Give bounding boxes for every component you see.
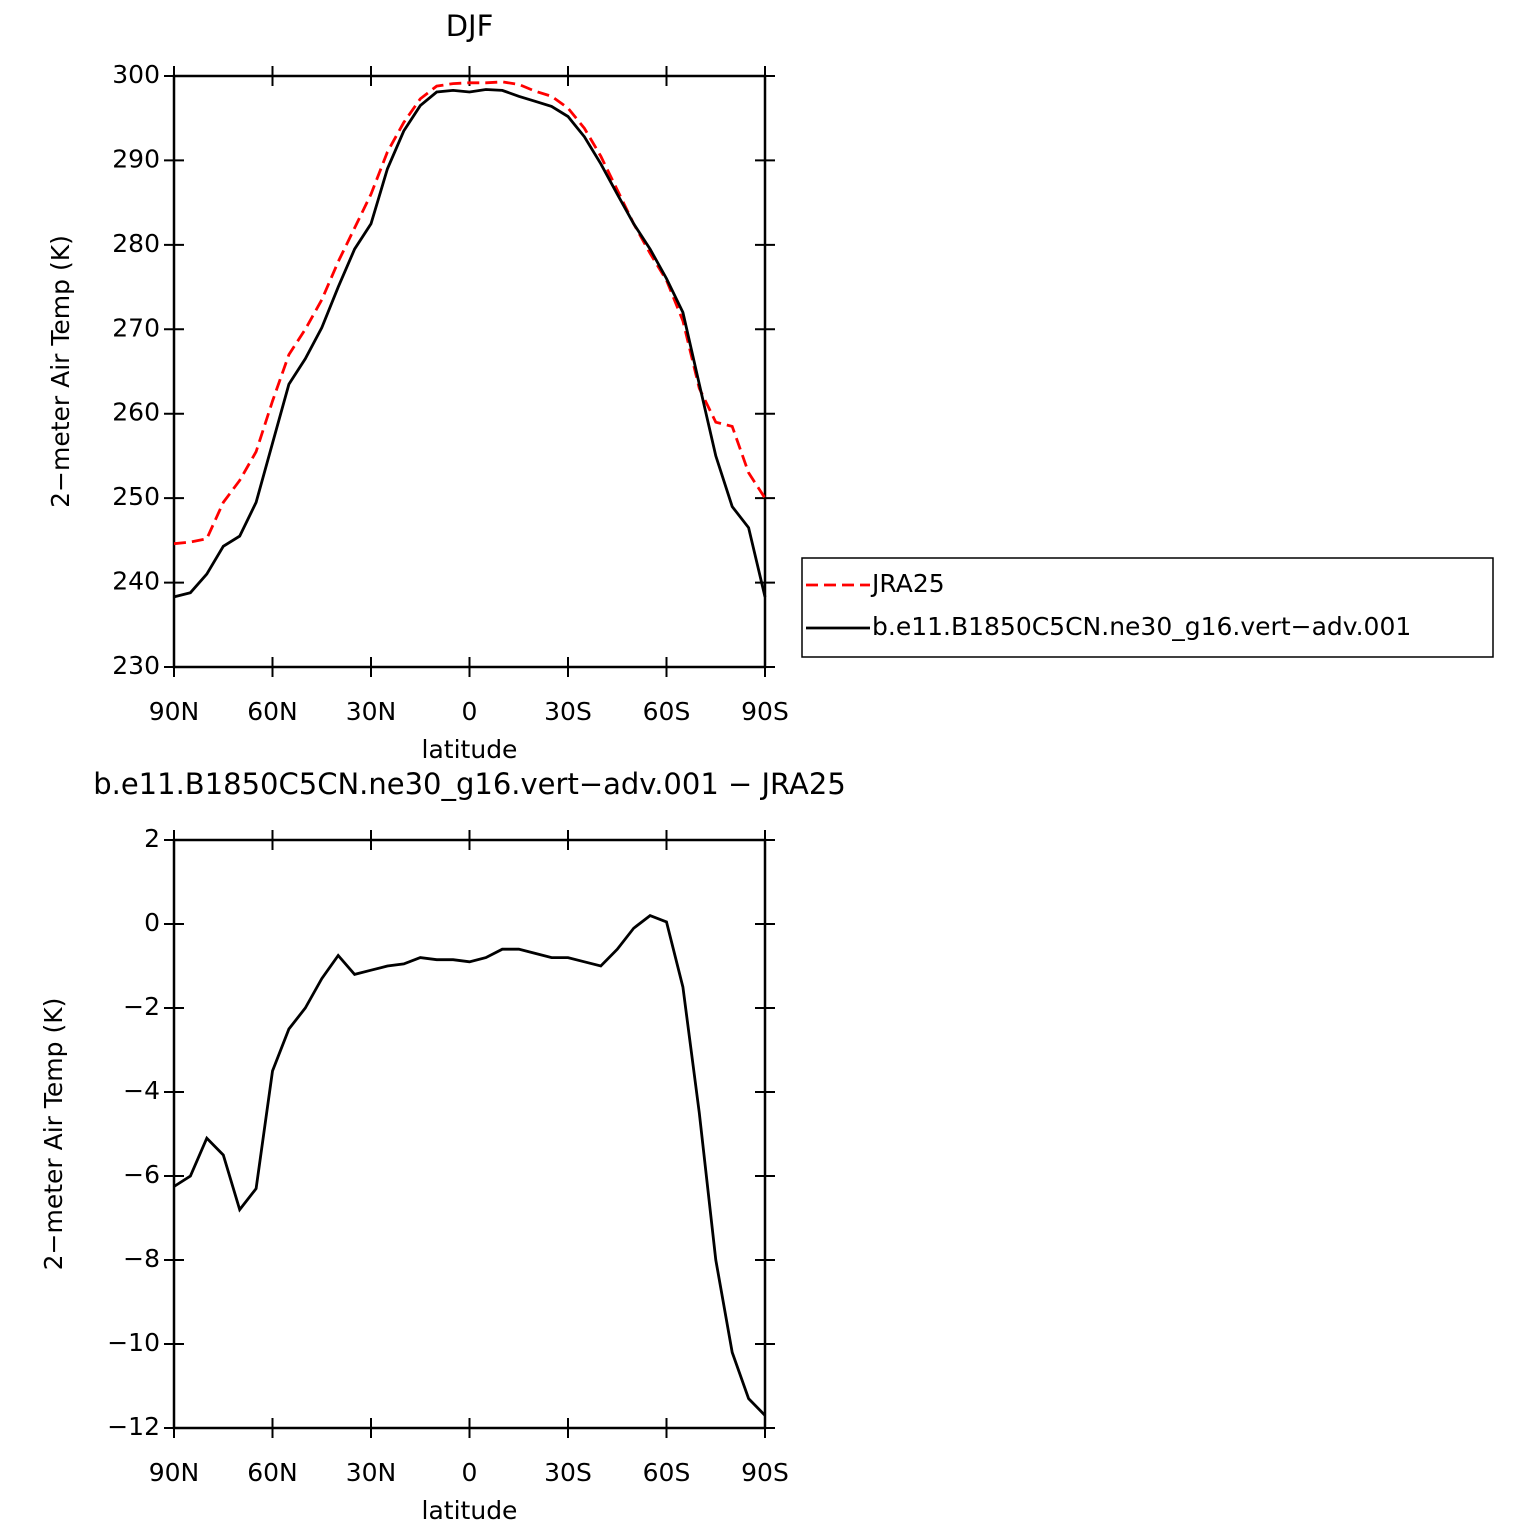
x-tick-label: 0 — [462, 697, 478, 726]
y-tick-label: 250 — [112, 482, 160, 511]
y-tick-label: 2 — [144, 824, 160, 853]
y-tick-label: −6 — [123, 1160, 160, 1189]
x-tick-label: 90S — [741, 697, 789, 726]
plot-frame — [172, 74, 767, 669]
x-axis-label: latitude — [422, 735, 518, 764]
y-axis-label: 2−meter Air Temp (K) — [39, 998, 68, 1271]
y-tick-label: 0 — [144, 908, 160, 937]
y-tick-label: 280 — [112, 229, 160, 258]
y-tick-label: 230 — [112, 651, 160, 680]
x-tick-label: 30S — [544, 697, 592, 726]
chart-title: DJF — [446, 9, 494, 43]
data-line — [173, 88, 767, 599]
x-tick-label: 30S — [544, 1458, 592, 1487]
y-tick-label: 240 — [112, 567, 160, 596]
y-tick-label: −8 — [123, 1244, 160, 1273]
x-tick-label: 60S — [643, 697, 691, 726]
x-tick-label: 0 — [462, 1458, 478, 1487]
y-tick-label: 270 — [112, 313, 160, 342]
x-tick-label: 90S — [741, 1458, 789, 1487]
x-tick-label: 90N — [149, 697, 200, 726]
y-tick-label: −12 — [107, 1412, 160, 1441]
x-tick-label: 30N — [346, 1458, 397, 1487]
y-tick-label: −10 — [107, 1328, 160, 1357]
chart-title: b.e11.B1850C5CN.ne30_g16.vert−adv.001 − … — [93, 767, 846, 801]
y-tick-label: 290 — [112, 144, 160, 173]
y-tick-label: −4 — [123, 1076, 160, 1105]
y-tick-label: 260 — [112, 398, 160, 427]
y-tick-label: −2 — [123, 992, 160, 1021]
y-tick-label: 300 — [112, 60, 160, 89]
legend-label: b.e11.B1850C5CN.ne30_g16.vert−adv.001 — [872, 612, 1411, 641]
x-tick-label: 60S — [643, 1458, 691, 1487]
legend-box — [801, 557, 1494, 658]
legend-label: JRA25 — [870, 569, 945, 598]
x-tick-label: 60N — [247, 697, 298, 726]
y-axis-label: 2−meter Air Temp (K) — [46, 235, 75, 508]
x-axis-label: latitude — [422, 1496, 518, 1525]
data-line — [173, 80, 767, 546]
x-tick-label: 30N — [346, 697, 397, 726]
x-tick-label: 90N — [149, 1458, 200, 1487]
x-tick-label: 60N — [247, 1458, 298, 1487]
data-line — [173, 914, 767, 1417]
